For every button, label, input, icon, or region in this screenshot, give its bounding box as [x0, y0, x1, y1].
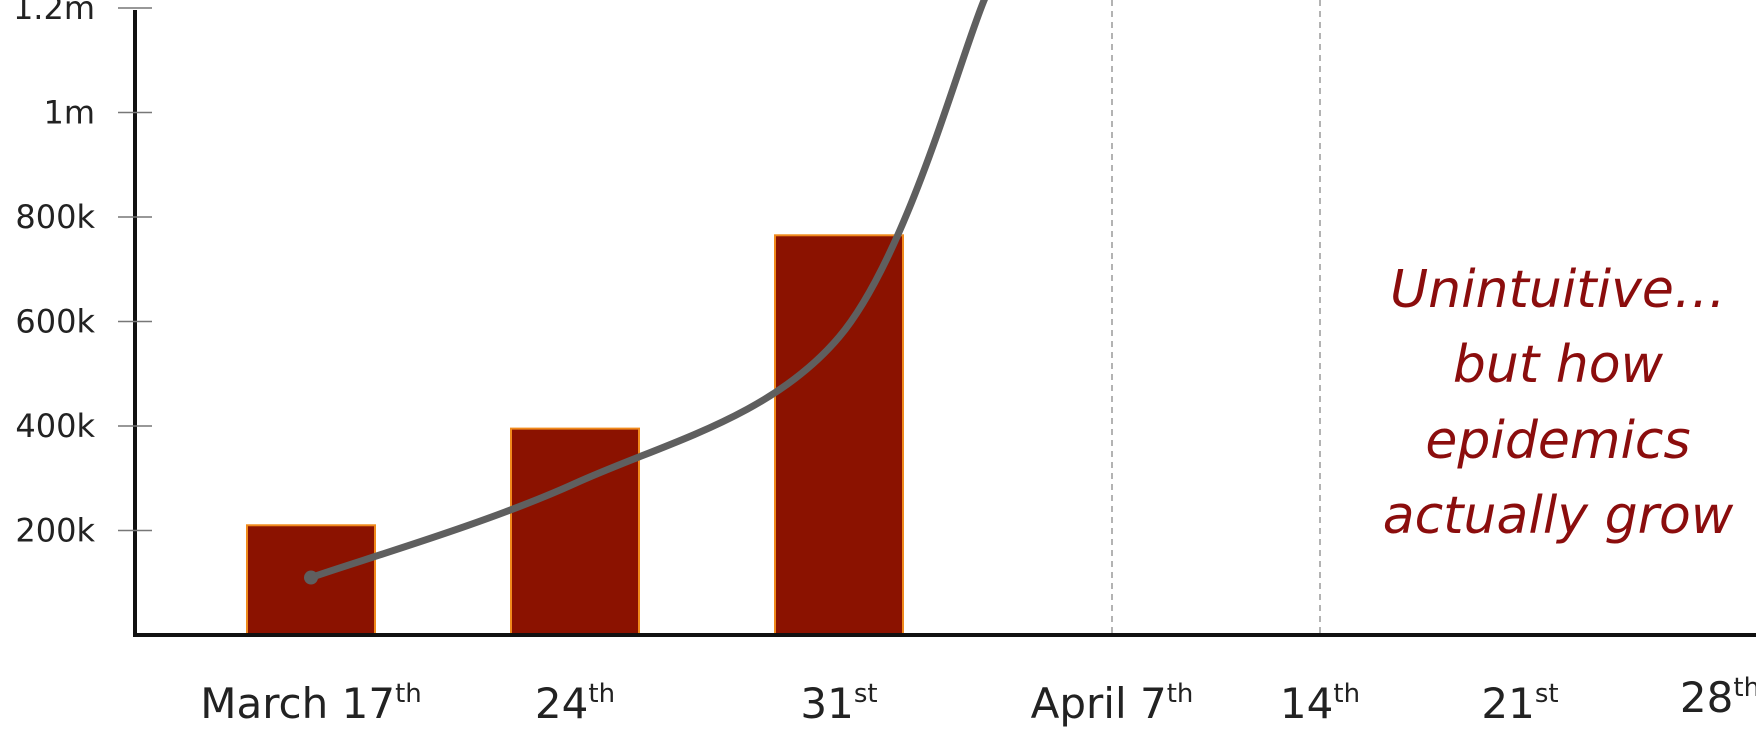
x-tick-label-6: 21st [1481, 679, 1558, 728]
growth-curve [304, 0, 988, 585]
bar-3 [774, 234, 904, 636]
x-tick-label-4: April 7th [1031, 679, 1194, 728]
annotation-line-1: Unintuitive… [1390, 260, 1726, 320]
curve-line [307, 0, 988, 582]
x-tick-label-7: 28th [1680, 673, 1756, 722]
bar-2 [510, 427, 640, 636]
x-tick-label-2: 24th [535, 679, 615, 728]
y-tick-label-6: 1.2m [13, 0, 95, 27]
x-tick-label-1: March 17th [200, 679, 422, 728]
bars [246, 234, 904, 637]
vertical-guides [1111, 0, 1321, 635]
axes [133, 10, 1756, 637]
y-tick-label-4: 800k [15, 198, 95, 236]
x-tick-label-5: 14th [1280, 679, 1360, 728]
annotation: Unintuitive… but how epidemics actually gro… [1383, 260, 1734, 546]
y-tick-label-3: 600k [15, 303, 95, 341]
y-ticks: 200k 400k 600k 800k 1m 1.2m [13, 0, 152, 550]
y-tick-label-2: 400k [15, 407, 95, 445]
annotation-line-4: actually grow [1383, 486, 1734, 546]
curve-start-point [304, 570, 318, 585]
y-tick-label-5: 1m [43, 94, 95, 132]
annotation-line-2: but how [1453, 335, 1664, 395]
annotation-line-3: epidemics [1425, 411, 1690, 471]
y-tick-label-1: 200k [15, 512, 95, 550]
x-ticks: March 17th 24th 31st April 7th 14th 21st 28th [200, 673, 1756, 728]
x-tick-label-3: 31st [800, 679, 877, 728]
